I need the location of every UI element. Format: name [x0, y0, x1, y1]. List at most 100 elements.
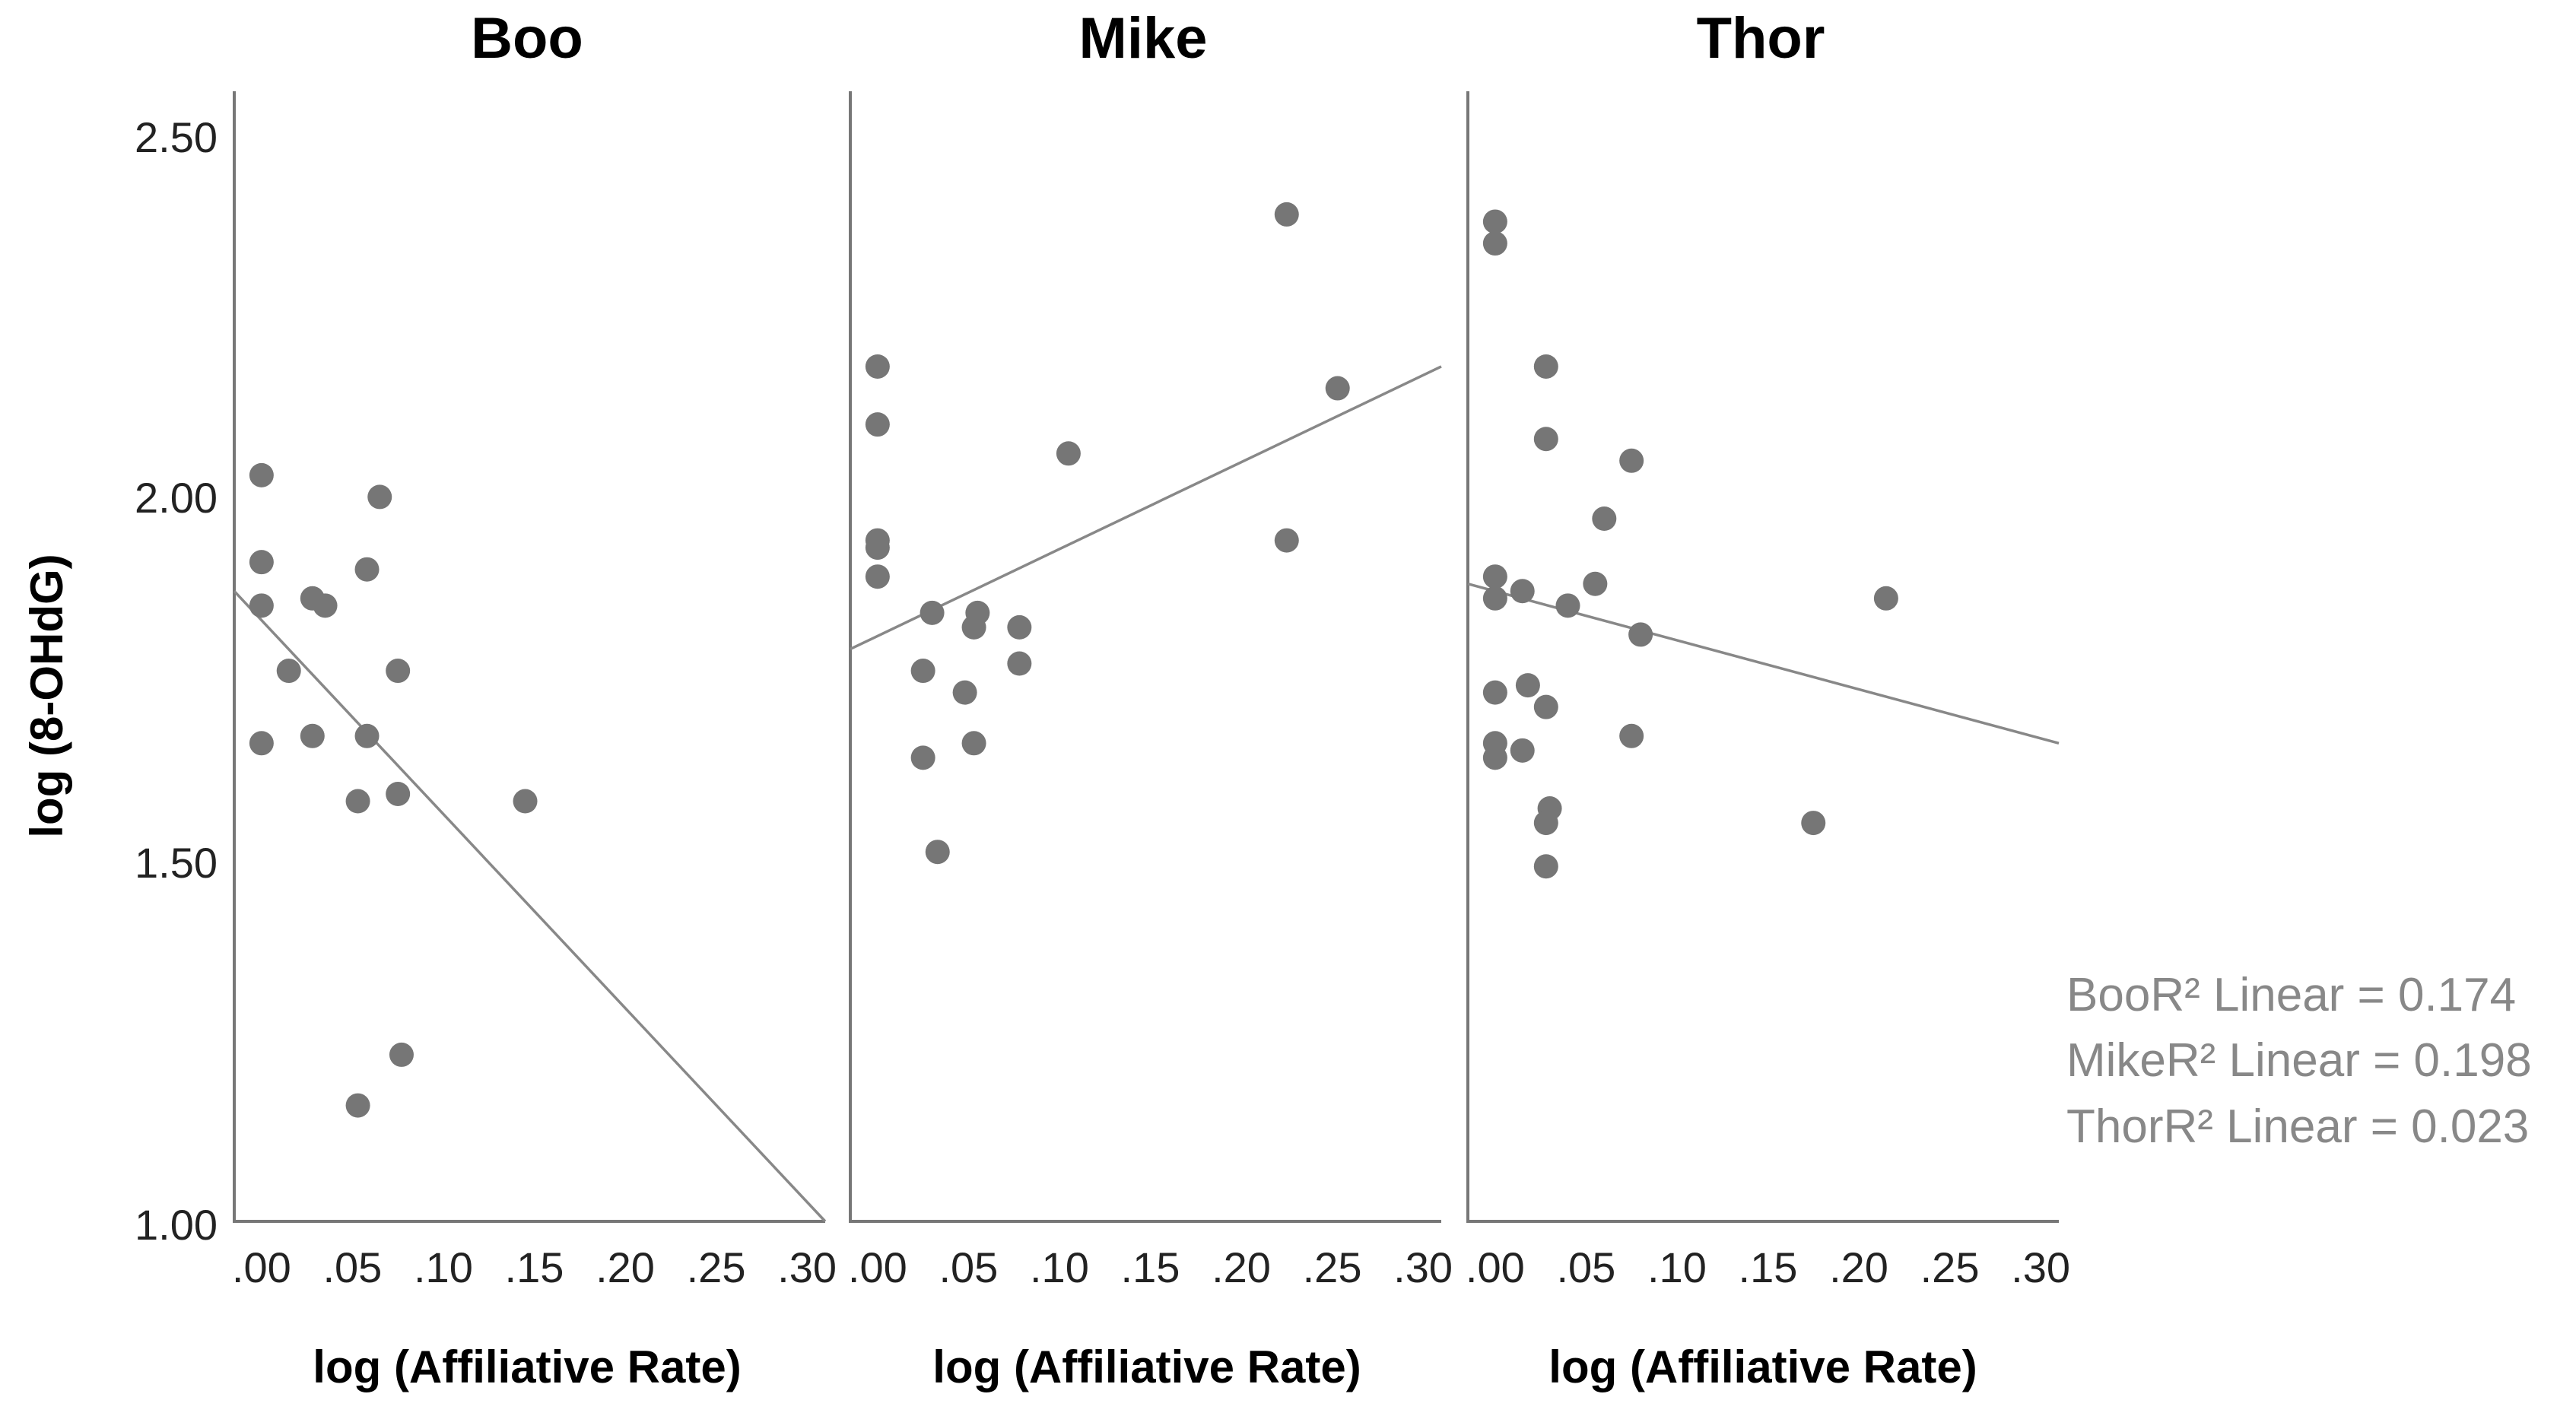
x-axis-title-thor: log (Affiliative Rate)	[1548, 1342, 1977, 1392]
data-point-boo	[389, 1042, 414, 1067]
panel-axes-thor	[1466, 91, 2059, 1223]
y-tick-label: 1.00	[135, 1201, 218, 1249]
x-tick-label: .20	[596, 1243, 655, 1291]
data-point-thor	[1619, 448, 1644, 473]
data-point-thor	[1510, 579, 1535, 604]
data-point-mike	[961, 614, 986, 640]
data-point-thor	[1482, 586, 1507, 611]
data-point-boo	[386, 781, 411, 806]
panel-title-boo: Boo	[471, 6, 583, 71]
x-tick-label: .00	[1466, 1243, 1525, 1291]
data-point-boo	[513, 789, 538, 814]
data-point-mike	[1007, 614, 1032, 640]
y-tick-label: 1.50	[135, 839, 218, 887]
x-tick-label: .25	[1303, 1243, 1362, 1291]
data-point-mike	[952, 680, 977, 705]
x-axis-title-boo: log (Affiliative Rate)	[313, 1342, 741, 1392]
data-point-mike	[910, 659, 935, 684]
data-point-mike	[865, 354, 890, 379]
x-tick-label: .15	[1121, 1243, 1180, 1291]
fit-line-boo	[233, 590, 827, 1223]
data-point-thor	[1533, 811, 1558, 836]
x-tick-label: .10	[1030, 1243, 1089, 1291]
x-tick-label: .00	[848, 1243, 907, 1291]
y-tick-label: 2.00	[135, 474, 218, 522]
x-tick-label: .20	[1829, 1243, 1888, 1291]
data-point-boo	[249, 462, 274, 487]
x-tick-label: .15	[505, 1243, 564, 1291]
data-point-boo	[313, 593, 338, 618]
data-point-boo	[249, 550, 274, 575]
legend: BooR² Linear = 0.174 MikeR² Linear = 0.1…	[2066, 969, 2532, 1153]
data-point-thor	[1482, 745, 1507, 770]
data-point-mike	[1274, 528, 1299, 553]
data-point-boo	[300, 723, 325, 748]
data-point-thor	[1482, 680, 1507, 705]
legend-name: Thor	[2066, 1100, 2163, 1153]
data-point-boo	[345, 1093, 370, 1118]
data-point-thor	[1619, 723, 1644, 748]
legend-entry-boo: BooR² Linear = 0.174	[2066, 969, 2516, 1021]
data-point-mike	[1274, 202, 1299, 227]
data-point-thor	[1533, 354, 1558, 379]
data-point-boo	[386, 659, 411, 684]
data-point-boo	[345, 789, 370, 814]
data-point-mike	[961, 731, 986, 756]
x-tick-label: .05	[322, 1243, 382, 1291]
x-tick-label: .10	[414, 1243, 473, 1291]
data-point-mike	[865, 412, 890, 437]
legend-r2-label: R² Linear = 0.174	[2150, 969, 2516, 1021]
panel-title-thor: Thor	[1697, 6, 1825, 71]
legend-name: Mike	[2066, 1034, 2166, 1087]
data-point-mike	[1325, 376, 1350, 401]
x-tick-label: .25	[1920, 1243, 1980, 1291]
x-tick-label: .25	[687, 1243, 746, 1291]
data-point-thor	[1801, 811, 1826, 836]
data-point-thor	[1510, 738, 1535, 763]
y-axis-label: log (8-OHdG)	[21, 554, 72, 837]
data-point-mike	[865, 564, 890, 589]
x-axis-title-mike: log (Affiliative Rate)	[932, 1342, 1361, 1392]
x-tick-label: .30	[777, 1243, 837, 1291]
data-point-mike	[1007, 651, 1032, 676]
data-point-thor	[1482, 209, 1507, 234]
data-point-boo	[249, 593, 274, 618]
legend-r2-label: R² Linear = 0.198	[2166, 1034, 2532, 1087]
data-point-thor	[1583, 571, 1608, 596]
panel-axes-boo	[233, 91, 825, 1223]
data-point-thor	[1533, 427, 1558, 452]
x-tick-label: .30	[2011, 1243, 2070, 1291]
x-tick-label: .15	[1739, 1243, 1798, 1291]
legend-name: Boo	[2066, 969, 2150, 1021]
data-point-mike	[910, 745, 935, 770]
data-point-mike	[865, 535, 890, 560]
data-point-thor	[1628, 622, 1653, 647]
data-point-thor	[1873, 586, 1898, 611]
legend-r2-label: R² Linear = 0.023	[2163, 1100, 2529, 1153]
data-point-thor	[1533, 694, 1558, 719]
data-point-thor	[1592, 506, 1617, 532]
data-point-boo	[276, 659, 301, 684]
data-point-thor	[1515, 673, 1540, 698]
data-point-mike	[1056, 441, 1081, 466]
x-tick-label: .00	[232, 1243, 291, 1291]
data-point-thor	[1533, 854, 1558, 879]
data-point-boo	[354, 723, 380, 748]
data-point-thor	[1555, 593, 1580, 618]
panel-title-mike: Mike	[1079, 6, 1208, 71]
x-tick-label: .05	[939, 1243, 998, 1291]
data-point-mike	[925, 840, 950, 865]
data-point-thor	[1482, 231, 1507, 256]
chart-marks: .00.05.10.15.20.25.30.00.05.10.15.20.25.…	[232, 202, 2070, 1291]
legend-entry-thor: ThorR² Linear = 0.023	[2066, 1100, 2529, 1153]
x-tick-label: .05	[1556, 1243, 1615, 1291]
panel-axes-mike	[849, 91, 1441, 1223]
fit-line-mike	[850, 365, 1442, 651]
data-point-boo	[354, 557, 380, 582]
data-point-boo	[367, 484, 392, 510]
x-tick-label: .10	[1647, 1243, 1707, 1291]
y-tick-label: 2.50	[135, 113, 218, 161]
legend-entry-mike: MikeR² Linear = 0.198	[2066, 1034, 2532, 1087]
x-tick-label: .20	[1212, 1243, 1271, 1291]
